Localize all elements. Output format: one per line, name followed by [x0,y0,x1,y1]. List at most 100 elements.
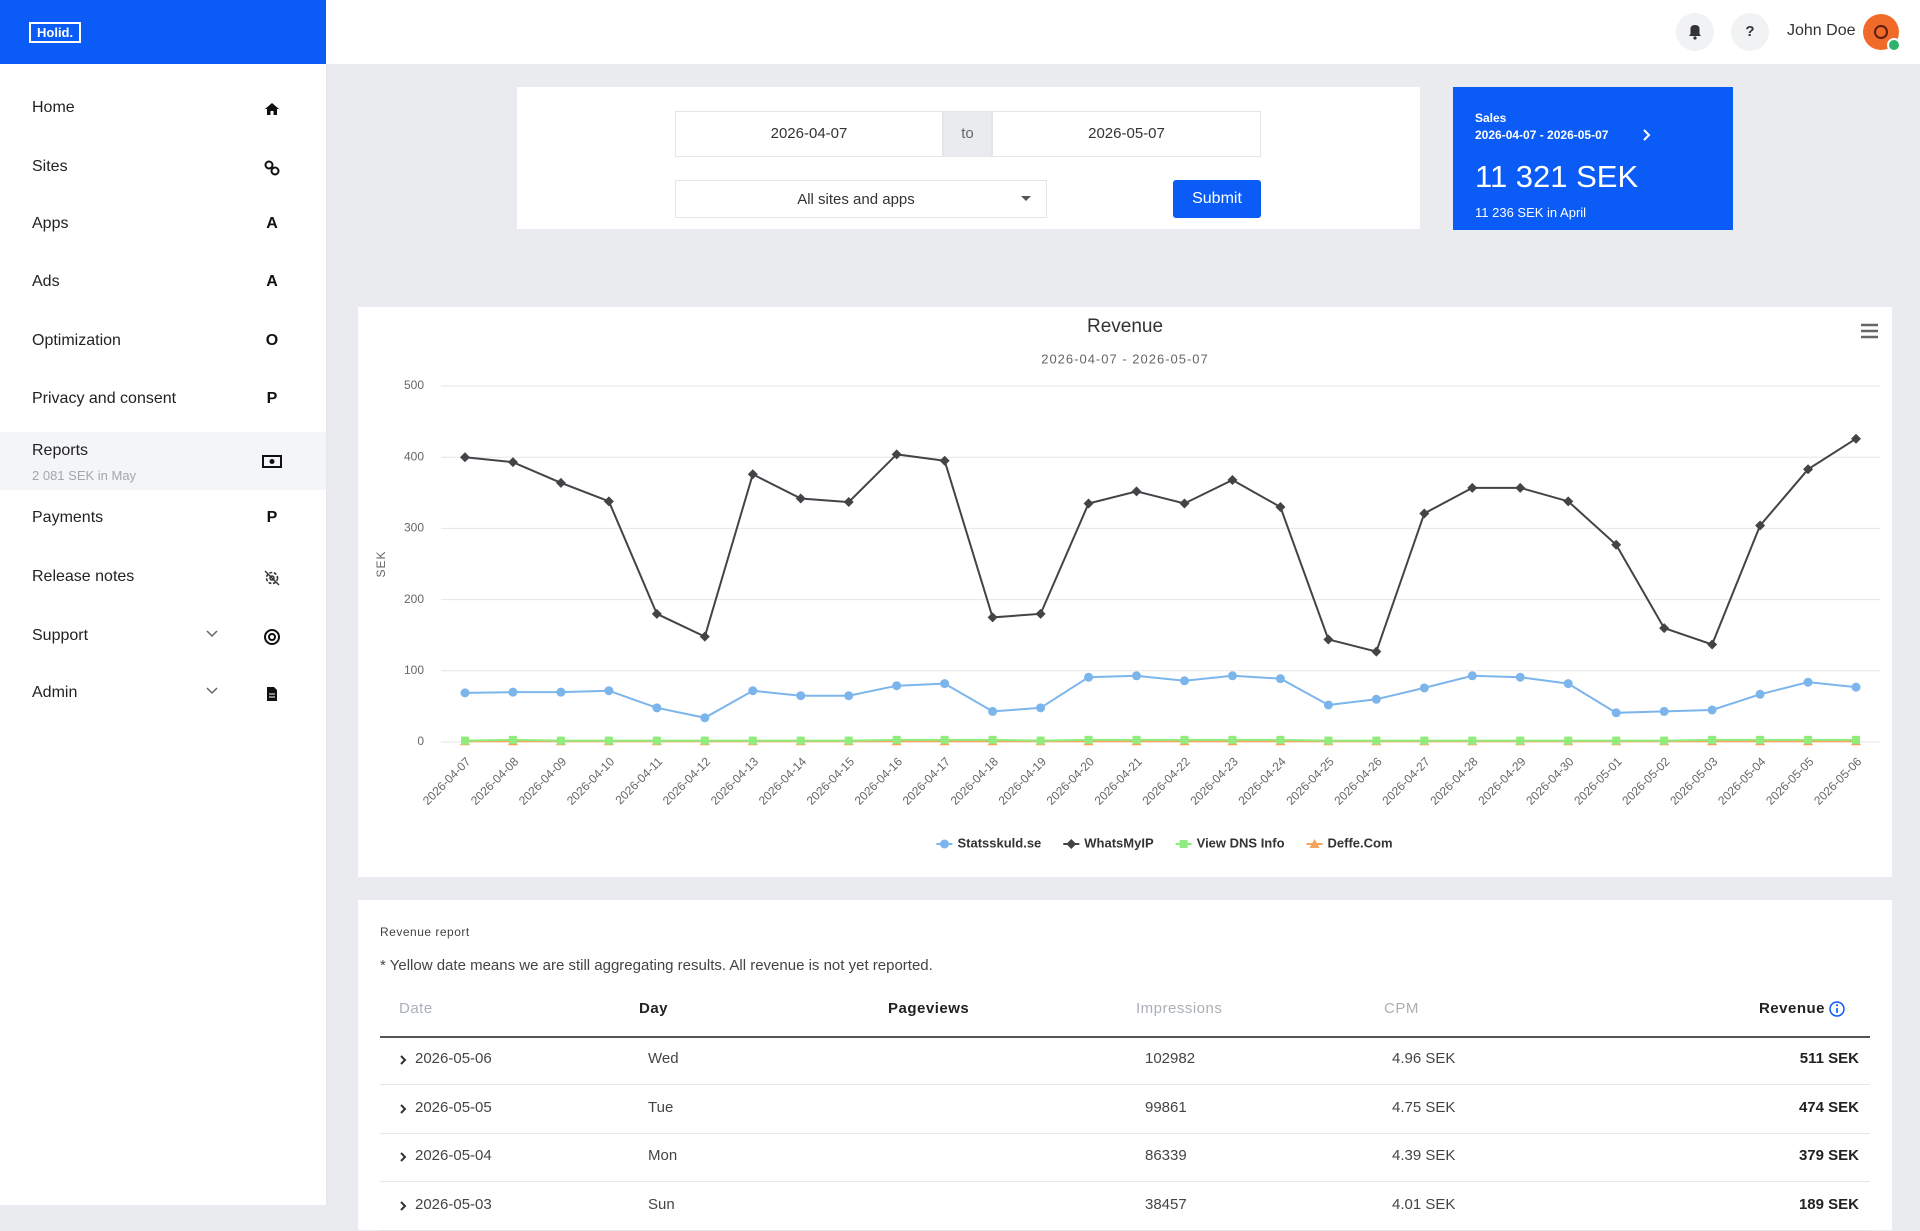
y-tick-label: 200 [404,592,424,606]
expand-icon[interactable] [398,1200,408,1212]
expand-icon[interactable] [398,1151,408,1163]
y-axis-label: SEK [374,550,388,577]
point [508,735,517,744]
nav-item[interactable]: Release notes [0,556,326,600]
legend-item[interactable]: WhatsMyIP [1063,835,1154,850]
legend-item[interactable]: Statsskuld.se [936,835,1041,850]
notification-button[interactable] [1676,13,1714,51]
point [1515,482,1526,493]
logo[interactable]: Holid. [29,22,82,43]
nav-item[interactable]: Home [0,87,326,131]
series [459,433,1862,657]
report-note: * Yellow date means we are still aggrega… [380,957,933,974]
report-card [358,900,1892,1230]
point [1275,502,1286,513]
column-header: CPM [1384,1000,1419,1017]
point [1660,736,1669,745]
legend-item[interactable]: View DNS Info [1175,835,1285,850]
point [555,477,566,488]
cell-revenue: 379 SEK [1798,1147,1859,1164]
nav-label: Ads [32,273,60,290]
point [1420,736,1429,745]
x-tick-label: 2026-04-23 [1188,754,1242,808]
nav-item[interactable]: Sites [0,146,326,190]
series [460,671,1861,723]
home-icon [265,103,279,115]
point [1323,634,1334,645]
point [700,713,710,723]
sales-card[interactable]: Sales 2026-04-07 - 2026-05-07 11 321 SEK… [1453,87,1733,230]
nav-sublabel: 2 081 SEK in May [32,468,137,483]
legend-label: Statsskuld.se [957,835,1041,850]
point [1659,623,1670,634]
expand-icon[interactable] [398,1054,408,1066]
point [1372,736,1381,745]
avatar[interactable] [1862,12,1906,56]
legend-item[interactable]: Deffe.Com [1306,835,1393,850]
date-from-input[interactable]: 2026-04-07 [675,111,943,157]
user-name[interactable]: John Doe [1787,22,1856,39]
y-tick-label: 500 [404,378,424,392]
point [652,736,661,745]
cell-cpm: 4.96 SEK [1392,1050,1456,1067]
x-tick-label: 2026-04-28 [1427,754,1481,808]
nav-badge: A [266,215,278,232]
x-tick-label: 2026-05-04 [1715,754,1769,808]
cell-revenue: 511 SEK [1799,1050,1859,1067]
point [1467,671,1477,681]
column-header: Revenue [1758,1000,1825,1017]
info-icon[interactable] [1828,1000,1846,1018]
cell-day: Wed [648,1050,679,1067]
submit-button[interactable]: Submit [1173,180,1261,218]
nav-item[interactable]: Support [0,615,326,659]
point [1563,679,1573,689]
cell-date: 2026-05-05 [415,1098,492,1116]
site-select[interactable]: All sites and apps [675,180,1047,218]
x-tick-label: 2026-04-16 [852,754,906,808]
point [796,736,805,745]
nav-label: Reports [32,442,89,459]
date-to-input[interactable]: 2026-05-07 [992,111,1261,157]
cell-date: 2026-05-03 [415,1195,492,1213]
x-tick-label: 2026-04-25 [1283,754,1337,808]
x-tick-label: 2026-04-08 [468,754,522,808]
chart-menu[interactable] [1858,321,1880,341]
nav-label: Release notes [32,568,135,585]
nav-label: Support [32,627,89,644]
nav-item[interactable]: Privacy and consent P [0,378,326,422]
point [1083,498,1094,509]
point [1516,736,1525,745]
point [988,706,998,716]
point [1035,608,1046,619]
point [892,735,901,744]
point [748,686,758,696]
point [652,703,662,713]
legend-label: WhatsMyIP [1084,835,1154,850]
x-tick-label: 2026-05-06 [1811,754,1865,808]
cell-impressions: 86339 [1145,1147,1187,1164]
point [1084,735,1093,744]
point [459,452,470,463]
nav-item[interactable]: Apps A [0,203,326,247]
x-tick-label: 2026-05-02 [1619,754,1673,808]
point [1227,671,1237,681]
nav-item[interactable]: Ads A [0,261,326,305]
point [508,687,518,697]
x-tick-label: 2026-04-21 [1092,754,1146,808]
point [1611,708,1621,718]
row-rule [380,1132,1870,1134]
nav-label: Home [32,99,75,116]
help-button[interactable]: ? [1731,13,1769,51]
expand-icon[interactable] [398,1103,408,1115]
nav-item[interactable]: Optimization O [0,320,326,364]
nav-badge: O [265,332,279,349]
nav-item[interactable]: Payments P [0,497,326,541]
point [843,497,854,508]
nav-item[interactable]: Admin [0,672,326,716]
column-header: Day [639,1000,669,1017]
nav-item-active[interactable]: Reports 2 081 SEK in May [0,432,326,490]
chevron [400,1055,407,1065]
point [556,736,565,745]
point [1467,482,1478,493]
point [1132,671,1142,681]
